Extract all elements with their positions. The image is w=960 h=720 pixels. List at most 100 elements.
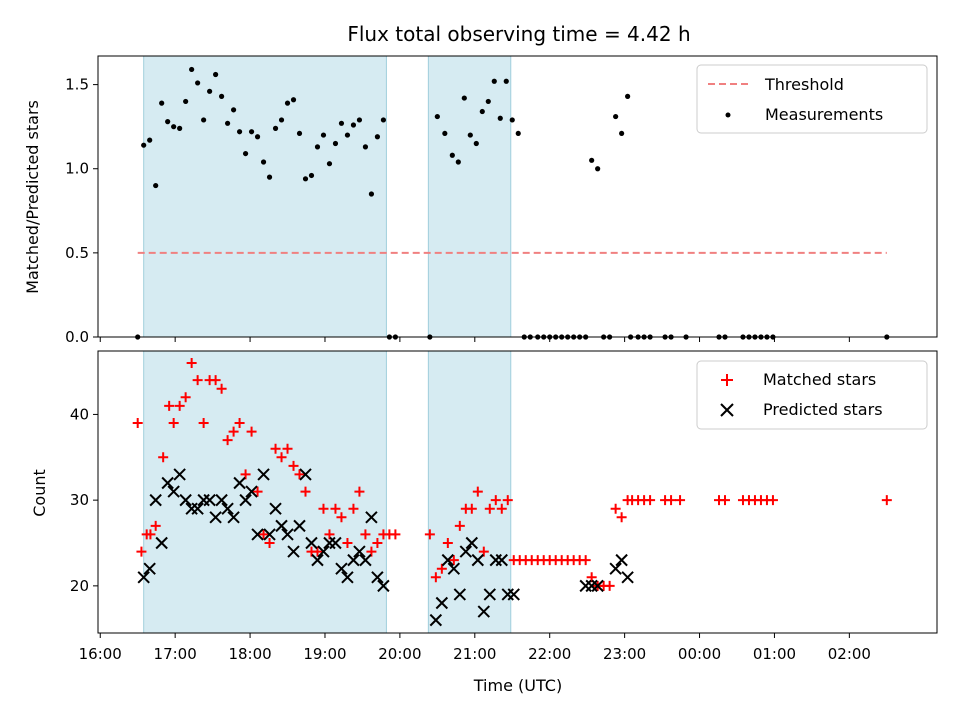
top-x-ticks xyxy=(99,337,850,342)
x-tick-label: 19:00 xyxy=(303,645,346,663)
predicted-star-point xyxy=(621,571,634,584)
predicted-star-points xyxy=(137,468,634,627)
predicted-star-point xyxy=(347,553,360,567)
measurement-point xyxy=(272,125,279,131)
top-legend-box xyxy=(696,64,928,134)
matched-star-point xyxy=(136,546,147,557)
matched-star-point xyxy=(372,538,383,548)
matched-star-point xyxy=(174,400,185,411)
measurement-point xyxy=(509,117,515,123)
legend-matched-label: Matched stars xyxy=(763,370,876,389)
predicted-star-point xyxy=(371,571,384,584)
bottom-legend: Matched stars Predicted stars xyxy=(696,360,928,430)
measurement-point xyxy=(619,130,625,137)
predicted-star-point xyxy=(137,571,150,584)
top-y-tick-label: 1.5 xyxy=(65,76,89,94)
matched-star-point xyxy=(246,426,257,437)
predicted-star-point xyxy=(275,519,288,533)
matched-star-point xyxy=(478,546,489,557)
predicted-star-point xyxy=(191,502,204,515)
measurement-point xyxy=(159,100,165,106)
matched-star-point xyxy=(354,486,365,497)
observing-window-bottom-1 xyxy=(427,350,512,634)
measurement-point xyxy=(207,88,213,94)
measurement-point xyxy=(183,98,189,105)
measurement-point xyxy=(314,144,321,150)
measurement-point xyxy=(595,166,601,172)
measurement-point xyxy=(455,159,461,165)
bottom-observing-windows xyxy=(143,350,512,634)
predicted-star-point xyxy=(203,493,216,507)
predicted-star-point xyxy=(269,502,282,515)
measurement-point xyxy=(290,97,297,103)
matched-star-point xyxy=(240,469,251,480)
measurement-point xyxy=(338,120,345,126)
matched-star-point xyxy=(216,383,227,394)
measurement-point xyxy=(449,152,455,158)
measurement-point xyxy=(171,124,177,130)
measurement-point xyxy=(442,130,448,137)
x-tick-label: 16:00 xyxy=(79,645,122,663)
predicted-star-point xyxy=(365,511,378,524)
matched-star-point xyxy=(390,529,401,540)
matched-star-point xyxy=(158,452,169,463)
matched-star-point xyxy=(145,529,156,540)
matched-star-point xyxy=(168,418,179,428)
observing-window-bottom-0 xyxy=(143,350,387,634)
predicted-star-point xyxy=(429,613,443,627)
x-tick-label: 21:00 xyxy=(453,645,496,663)
measurement-point xyxy=(284,100,291,106)
x-tick-label: 00:00 xyxy=(678,645,721,663)
matched-star-point xyxy=(270,443,281,454)
bottom-y-tick-label: 20 xyxy=(70,577,89,595)
predicted-star-point xyxy=(251,528,264,541)
measurement-point xyxy=(589,157,595,163)
matched-star-point xyxy=(336,512,347,523)
predicted-star-point xyxy=(317,545,330,558)
measurement-point xyxy=(236,129,243,135)
measurement-point xyxy=(320,132,327,138)
matched-star-point xyxy=(472,486,483,497)
matched-star-point xyxy=(330,503,341,514)
observing-window-top-1 xyxy=(427,55,512,338)
matched-star-point xyxy=(666,495,677,506)
top-y-tick-label: 0.0 xyxy=(65,328,89,346)
matched-star-point xyxy=(318,503,329,514)
matched-star-point xyxy=(496,503,507,514)
matched-star-point xyxy=(132,418,143,428)
predicted-star-point xyxy=(263,528,276,541)
matched-star-point xyxy=(228,426,239,437)
matched-star-point xyxy=(282,443,293,454)
matched-star-points xyxy=(132,358,892,591)
legend-threshold-label: Threshold xyxy=(764,75,844,94)
matched-star-point xyxy=(502,495,513,506)
x-tick-label: 22:00 xyxy=(528,645,571,663)
top-y-tick-label: 1.0 xyxy=(65,160,89,178)
measurement-point xyxy=(147,137,153,143)
matched-star-point xyxy=(767,495,778,506)
predicted-star-point xyxy=(483,588,496,601)
bottom-y-tick-label: 40 xyxy=(70,405,89,423)
measurement-point xyxy=(177,125,183,131)
matched-star-point xyxy=(424,529,435,540)
matched-star-point xyxy=(436,563,447,574)
predicted-star-point xyxy=(591,579,604,593)
predicted-star-point xyxy=(167,485,180,498)
measurement-point xyxy=(242,150,249,157)
measurement-point xyxy=(165,119,171,125)
bottom-y-axis: 20 30 40 xyxy=(70,405,98,595)
predicted-star-point xyxy=(257,468,270,481)
matched-star-point xyxy=(192,375,203,386)
predicted-star-point xyxy=(609,562,622,575)
measurement-point xyxy=(479,108,485,115)
matched-star-point xyxy=(442,538,453,548)
predicted-star-point xyxy=(335,562,348,575)
measurement-point xyxy=(308,172,315,179)
predicted-star-point xyxy=(239,493,252,507)
matched-star-point xyxy=(604,580,615,591)
matched-star-point xyxy=(258,529,269,540)
bottom-y-axis-label: Count xyxy=(30,469,49,517)
predicted-star-point xyxy=(329,536,342,550)
measurement-point xyxy=(625,93,631,99)
bottom-y-tick-label: 30 xyxy=(70,491,89,509)
